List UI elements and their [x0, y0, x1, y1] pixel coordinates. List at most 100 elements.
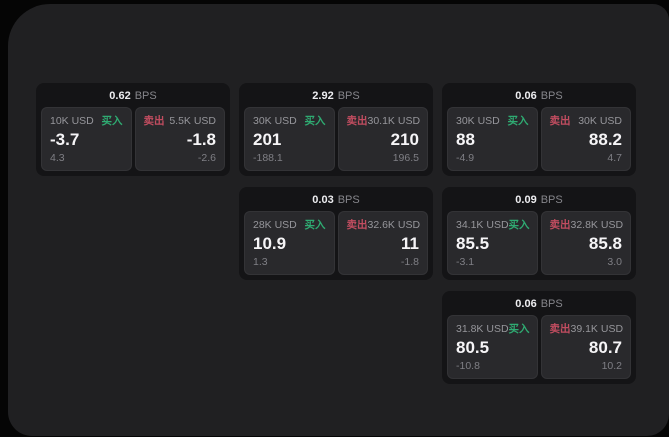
bps-value: 0.06: [515, 90, 537, 102]
bps-value: 0.09: [515, 194, 537, 206]
buy-amount: 10K USD: [50, 115, 94, 127]
sell-delta: 4.7: [607, 152, 622, 164]
sell-panel-top: 卖出 5.5K USD: [144, 115, 217, 127]
sell-panel-top: 卖出 39.1K USD: [549, 323, 624, 335]
sell-amount: 30K USD: [578, 115, 622, 127]
buy-price: 88: [456, 130, 475, 149]
bps-unit-label: BPS: [337, 90, 360, 102]
sell-panel-top: 卖出 30K USD: [550, 115, 623, 127]
sell-amount: 32.8K USD: [570, 219, 624, 231]
buy-tag: 买入: [507, 115, 529, 127]
sell-amount: 30.1K USD: [367, 115, 421, 127]
bps-header: 0.06 BPS: [447, 295, 631, 313]
sell-tag: 卖出: [143, 115, 165, 127]
buy-price: 10.9: [253, 234, 287, 253]
quote-card[interactable]: 2.92 BPS 30K USD 买入 201 -188.1 卖出 30.1K …: [239, 83, 433, 176]
quote-panels: 30K USD 买入 201 -188.1 卖出 30.1K USD 210 1…: [244, 107, 428, 171]
buy-panel-top: 30K USD 买入: [253, 115, 326, 127]
sell-delta: 3.0: [607, 256, 622, 268]
buy-price: -3.7: [50, 130, 80, 149]
bps-header: 0.03 BPS: [244, 191, 428, 209]
quote-card[interactable]: 0.03 BPS 28K USD 买入 10.9 1.3 卖出 32.6K US…: [239, 187, 433, 280]
buy-panel-top: 28K USD 买入: [253, 219, 326, 231]
sell-panel[interactable]: 卖出 30K USD 88.2 4.7: [540, 107, 631, 171]
quote-grid: 0.62 BPS 10K USD 买入 -3.7 4.3 卖出 5.5K USD…: [36, 83, 636, 384]
quote-card[interactable]: 0.62 BPS 10K USD 买入 -3.7 4.3 卖出 5.5K USD…: [36, 83, 230, 176]
buy-price: 85.5: [456, 234, 490, 253]
sell-tag: 卖出: [549, 219, 571, 231]
buy-delta: 1.3: [253, 256, 268, 268]
buy-tag: 买入: [304, 219, 326, 231]
sell-price: 11: [401, 234, 419, 253]
buy-amount: 34.1K USD: [456, 219, 509, 231]
sell-delta: -2.6: [197, 152, 216, 164]
buy-delta: -4.9: [456, 152, 475, 164]
quote-panels: 34.1K USD 买入 85.5 -3.1 卖出 32.8K USD 85.8…: [447, 211, 631, 275]
buy-panel[interactable]: 34.1K USD 买入 85.5 -3.1: [447, 211, 538, 275]
sell-price: 85.8: [588, 234, 622, 253]
bps-header: 0.09 BPS: [447, 191, 631, 209]
buy-panel[interactable]: 10K USD 买入 -3.7 4.3: [41, 107, 132, 171]
buy-panel[interactable]: 30K USD 买入 201 -188.1: [244, 107, 335, 171]
sell-delta: -1.8: [400, 256, 419, 268]
sell-price: 80.7: [588, 338, 622, 357]
buy-amount: 28K USD: [253, 219, 297, 231]
buy-tag: 买入: [101, 115, 123, 127]
buy-price: 201: [253, 130, 282, 149]
buy-panel-top: 30K USD 买入: [456, 115, 529, 127]
sell-panel-top: 卖出 32.8K USD: [549, 219, 624, 231]
buy-delta: -188.1: [253, 152, 283, 164]
quote-panels: 10K USD 买入 -3.7 4.3 卖出 5.5K USD -1.8 -2.…: [41, 107, 225, 171]
sell-panel[interactable]: 卖出 5.5K USD -1.8 -2.6: [134, 107, 225, 171]
bps-value: 2.92: [312, 90, 334, 102]
sell-price: -1.8: [186, 130, 216, 149]
buy-tag: 买入: [304, 115, 326, 127]
quote-panels: 31.8K USD 买入 80.5 -10.8 卖出 39.1K USD 80.…: [447, 315, 631, 379]
sell-amount: 39.1K USD: [570, 323, 624, 335]
buy-panel-top: 31.8K USD 买入: [456, 323, 530, 335]
sell-amount: 5.5K USD: [169, 115, 216, 127]
buy-amount: 30K USD: [456, 115, 500, 127]
bps-value: 0.03: [312, 194, 334, 206]
sell-panel-top: 卖出 30.1K USD: [346, 115, 421, 127]
buy-delta: -10.8: [456, 360, 480, 372]
sell-price: 88.2: [588, 130, 622, 149]
sell-panel[interactable]: 卖出 32.8K USD 85.8 3.0: [540, 211, 631, 275]
buy-amount: 31.8K USD: [456, 323, 509, 335]
bps-header: 0.62 BPS: [41, 87, 225, 105]
bps-unit-label: BPS: [540, 194, 563, 206]
buy-panel[interactable]: 28K USD 买入 10.9 1.3: [244, 211, 335, 275]
buy-price: 80.5: [456, 338, 490, 357]
bps-unit-label: BPS: [134, 90, 157, 102]
sell-panel[interactable]: 卖出 30.1K USD 210 196.5: [337, 107, 428, 171]
buy-tag: 买入: [508, 219, 530, 231]
sell-tag: 卖出: [549, 323, 571, 335]
sell-panel[interactable]: 卖出 39.1K USD 80.7 10.2: [540, 315, 631, 379]
bps-header: 0.06 BPS: [447, 87, 631, 105]
bps-unit-label: BPS: [540, 298, 563, 310]
sell-delta: 10.2: [601, 360, 622, 372]
buy-panel-top: 34.1K USD 买入: [456, 219, 530, 231]
quote-card[interactable]: 0.06 BPS 31.8K USD 买入 80.5 -10.8 卖出 39.1…: [442, 291, 636, 384]
sell-panel[interactable]: 卖出 32.6K USD 11 -1.8: [337, 211, 428, 275]
quote-card[interactable]: 0.06 BPS 30K USD 买入 88 -4.9 卖出 30K USD 8…: [442, 83, 636, 176]
sell-tag: 卖出: [346, 115, 368, 127]
bps-header: 2.92 BPS: [244, 87, 428, 105]
buy-delta: -3.1: [456, 256, 475, 268]
buy-delta: 4.3: [50, 152, 65, 164]
buy-tag: 买入: [508, 323, 530, 335]
sell-panel-top: 卖出 32.6K USD: [346, 219, 421, 231]
bps-value: 0.62: [109, 90, 131, 102]
quote-card[interactable]: 0.09 BPS 34.1K USD 买入 85.5 -3.1 卖出 32.8K…: [442, 187, 636, 280]
quote-panels: 30K USD 买入 88 -4.9 卖出 30K USD 88.2 4.7: [447, 107, 631, 171]
sell-amount: 32.6K USD: [367, 219, 421, 231]
buy-amount: 30K USD: [253, 115, 297, 127]
sell-tag: 卖出: [549, 115, 571, 127]
buy-panel-top: 10K USD 买入: [50, 115, 123, 127]
quote-panels: 28K USD 买入 10.9 1.3 卖出 32.6K USD 11 -1.8: [244, 211, 428, 275]
buy-panel[interactable]: 31.8K USD 买入 80.5 -10.8: [447, 315, 538, 379]
sell-tag: 卖出: [346, 219, 368, 231]
buy-panel[interactable]: 30K USD 买入 88 -4.9: [447, 107, 538, 171]
bps-value: 0.06: [515, 298, 537, 310]
sell-delta: 196.5: [392, 152, 419, 164]
